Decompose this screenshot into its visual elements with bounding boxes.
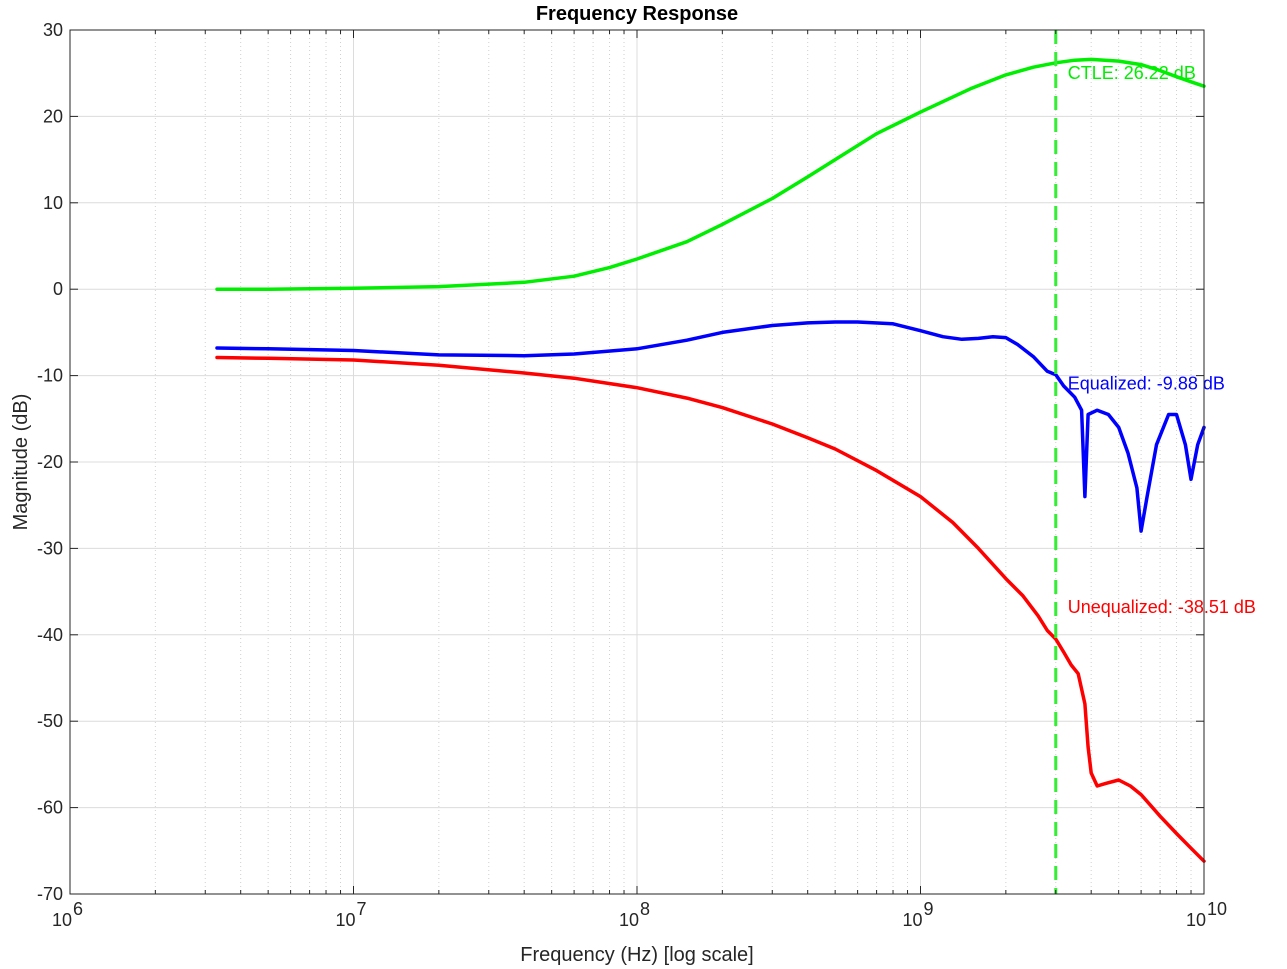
chart-title: Frequency Response xyxy=(536,3,738,25)
y-tick-label: 30 xyxy=(43,20,63,40)
series-line-3 xyxy=(215,355,1206,863)
x-tick-label-base: 10 xyxy=(902,910,922,930)
annotation-label: Equalized: -9.88 dB xyxy=(1068,373,1225,393)
y-tick-label: -30 xyxy=(37,538,63,558)
series-line-2 xyxy=(215,320,1206,533)
x-tick-label-exponent: 6 xyxy=(73,899,83,919)
y-tick-label: -50 xyxy=(37,711,63,731)
annotation-group: CTLE: 26.22 dB Equalized: -9.88 dB Unequal… xyxy=(1068,63,1256,617)
annotation-label: Unequalized: -38.51 dB xyxy=(1068,597,1256,617)
x-tick-label: 108 xyxy=(619,899,650,930)
x-tick-label-base: 10 xyxy=(1186,910,1206,930)
tick-marks xyxy=(69,29,1205,895)
x-tick-label-base: 10 xyxy=(52,910,72,930)
annotation-label: CTLE: 26.22 dB xyxy=(1068,63,1196,83)
x-tick-label-exponent: 10 xyxy=(1207,899,1227,919)
series-line-1 xyxy=(215,57,1206,291)
x-tick-label: 107 xyxy=(335,899,366,930)
y-axis-title: Magnitude (dB) xyxy=(10,394,32,531)
y-tick-labels: 30 20 10 0 -10 -20 -30 -40 -50 -60 -70 xyxy=(37,20,63,904)
x-tick-label: 106 xyxy=(52,899,83,930)
x-tick-label-exponent: 9 xyxy=(924,899,934,919)
y-tick-label: -20 xyxy=(37,452,63,472)
x-tick-label: 109 xyxy=(902,899,933,930)
x-axis-title: Frequency (Hz) [log scale] xyxy=(520,944,753,966)
y-tick-label: -70 xyxy=(37,884,63,904)
y-tick-label: -10 xyxy=(37,366,63,386)
x-tick-label-base: 10 xyxy=(619,910,639,930)
y-tick-label: -40 xyxy=(37,625,63,645)
x-tick-label-exponent: 7 xyxy=(357,899,367,919)
y-tick-label: 20 xyxy=(43,106,63,126)
x-tick-label-exponent: 8 xyxy=(640,899,650,919)
y-tick-label: 0 xyxy=(53,279,63,299)
x-tick-label-base: 10 xyxy=(335,910,355,930)
y-tick-label: 10 xyxy=(43,193,63,213)
series-group xyxy=(215,57,1206,863)
y-tick-label: -60 xyxy=(37,798,63,818)
